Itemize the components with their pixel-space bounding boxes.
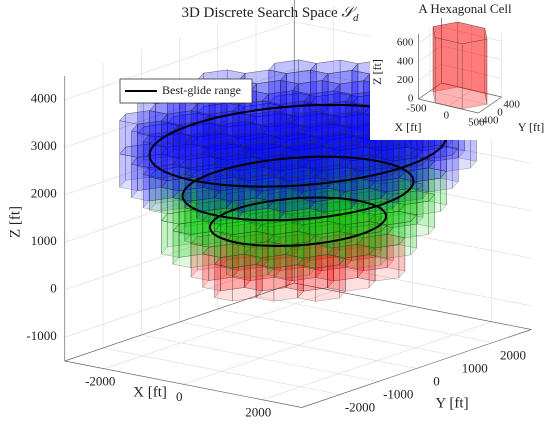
cell-face — [386, 221, 411, 259]
grid-line — [102, 347, 341, 395]
z-tick-label: 1000 — [31, 233, 57, 248]
cell-face — [243, 241, 269, 279]
x-tick-label: -500 — [406, 103, 427, 115]
grid-line — [217, 308, 455, 356]
cell-face — [214, 151, 239, 189]
z-tick-label: 200 — [397, 74, 414, 86]
y-tick-label: -400 — [478, 115, 499, 127]
z-tick-label: 400 — [397, 55, 414, 67]
z-tick-label: 0 — [50, 281, 57, 296]
cell-top — [309, 198, 358, 213]
cell-face — [285, 241, 310, 279]
chart-title: 3D Discrete Search Space 𝒮d — [181, 5, 359, 23]
axis-line — [294, 282, 532, 330]
grid-line — [179, 321, 417, 369]
cell-face — [434, 37, 463, 110]
cell-face — [356, 231, 382, 269]
cell-face — [196, 184, 215, 223]
y-tick-label: -2000 — [345, 399, 375, 414]
y-tick-label: 400 — [503, 99, 520, 111]
legend: Best-glide range — [119, 78, 253, 104]
y-tick-label: 1000 — [462, 360, 488, 375]
cell-face — [432, 26, 436, 103]
cell-face — [398, 165, 423, 203]
cell-face — [428, 155, 453, 193]
axis-line — [301, 329, 532, 408]
x-tick-label: 0 — [176, 389, 183, 404]
title-text: 3D Discrete Search Space — [181, 5, 338, 21]
z-tick-label: 4000 — [31, 91, 57, 106]
z-tick-label: -1000 — [26, 328, 56, 343]
title-subscript: d — [353, 12, 359, 24]
x-tick-label: 2000 — [245, 405, 271, 420]
cell-face — [160, 174, 186, 212]
inset: A Hexagonal Cell0200400600-5000500-40004… — [370, 0, 550, 140]
cell-face — [255, 151, 280, 189]
cell-face — [237, 151, 257, 190]
cell-face — [350, 175, 370, 213]
inset-title: A Hexagonal Cell — [418, 1, 512, 16]
cell-face — [350, 141, 370, 180]
x-tick-label: -2000 — [85, 374, 115, 389]
y-tick-label: 0 — [433, 373, 440, 388]
y-tick-label: 0 — [497, 107, 503, 119]
grid-line — [141, 334, 379, 382]
cell-face — [326, 141, 352, 179]
cell-face — [461, 38, 488, 110]
cell-face — [297, 185, 322, 223]
cell-face — [279, 184, 298, 223]
y-tick-label: -1000 — [383, 386, 413, 401]
grid-line — [255, 295, 494, 343]
cell-face — [315, 264, 340, 302]
axis-line — [64, 282, 295, 362]
axis-line — [64, 360, 302, 408]
inset-z-label: Z [ft] — [370, 59, 384, 85]
y-tick-label: 2000 — [500, 347, 526, 362]
inset-y-label: Y [ft] — [518, 120, 545, 134]
z-axis-label: Z [ft] — [7, 206, 23, 238]
z-tick-label: 3000 — [31, 138, 57, 153]
cell-face — [226, 241, 245, 279]
legend-label: Best-glide range — [162, 83, 241, 97]
x-axis-label: X [ft] — [133, 384, 167, 400]
z-tick-label: 2000 — [31, 186, 57, 201]
cell-top — [297, 254, 346, 269]
inset-x-label: X [ft] — [395, 120, 422, 134]
y-axis-label: Y [ft] — [435, 395, 468, 411]
cell-face — [142, 174, 162, 212]
cell-face — [267, 241, 286, 279]
z-tick-label: 600 — [397, 37, 414, 49]
x-tick-label: 0 — [444, 110, 450, 122]
